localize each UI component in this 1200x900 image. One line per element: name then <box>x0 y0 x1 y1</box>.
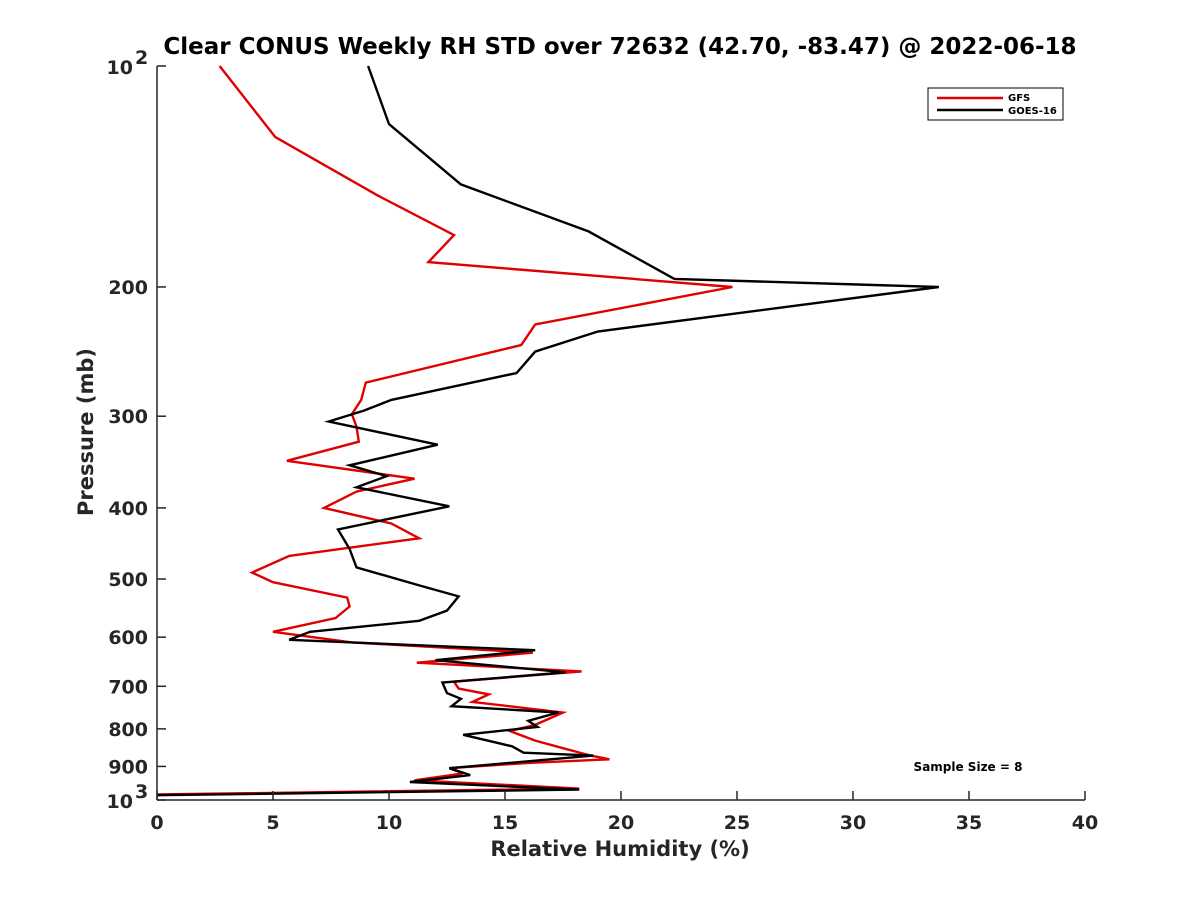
x-tick-label: 0 <box>150 812 163 834</box>
x-tick-label: 20 <box>608 812 634 834</box>
x-tick-label: 25 <box>724 812 750 834</box>
sample-size-annotation: Sample Size = 8 <box>914 760 1023 774</box>
y-tick-label: 400 <box>108 498 148 520</box>
y-axis-label: Pressure (mb) <box>74 348 98 516</box>
y-tick-label: 800 <box>108 719 148 741</box>
y-tick-label: 500 <box>108 569 148 591</box>
chart-title: Clear CONUS Weekly RH STD over 72632 (42… <box>163 34 1076 60</box>
y-tick-label: 700 <box>108 676 148 698</box>
x-tick-label: 15 <box>492 812 518 834</box>
x-axis-label: Relative Humidity (%) <box>490 837 749 861</box>
legend-box <box>927 87 1064 121</box>
y-tick-label: 900 <box>108 756 148 778</box>
series-line-goes16 <box>156 65 939 797</box>
x-tick-label: 10 <box>376 812 402 834</box>
y-tick-label: 10 <box>107 57 133 79</box>
x-tick-label: 35 <box>956 812 982 834</box>
y-tick-exponent: 3 <box>135 781 148 803</box>
x-tick-label: 40 <box>1072 812 1098 834</box>
y-tick-label: 300 <box>108 406 148 428</box>
series-line-gfs <box>156 65 733 796</box>
x-tick-label: 5 <box>266 812 279 834</box>
y-tick-exponent: 2 <box>135 47 148 69</box>
legend-label-goes16: GOES-16 <box>1008 106 1057 117</box>
y-tick-label: 10 <box>107 791 133 813</box>
legend-label-gfs: GFS <box>1008 93 1030 104</box>
x-tick-label: 30 <box>840 812 866 834</box>
y-tick-label: 200 <box>108 277 148 299</box>
legend: GFS GOES-16 <box>927 87 1064 121</box>
y-tick-label: 600 <box>108 627 148 649</box>
series-layer <box>156 65 939 797</box>
